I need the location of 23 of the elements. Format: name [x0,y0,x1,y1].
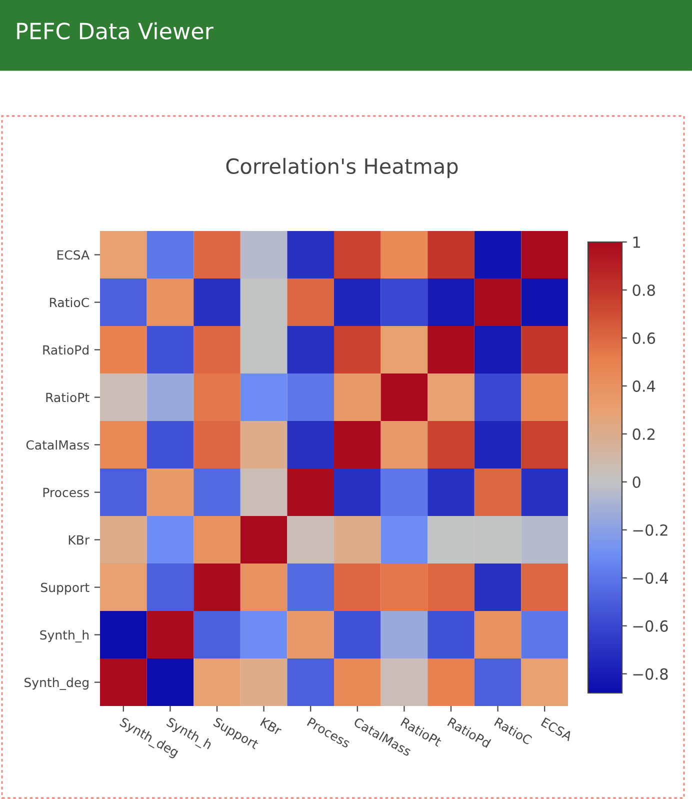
chart-title: Correlation's Heatmap [226,158,458,178]
y-tick-label: Synth_deg [24,678,88,690]
y-tick-label: Support [40,582,90,595]
color-bar-label: 0.8 [632,284,655,296]
y-tick-label: RatioPt [46,392,90,402]
y-tick-label: Synth_h [40,630,89,642]
y-tick-label: CatalMass [26,440,89,450]
color-bar-label: −0.2 [633,524,668,536]
y-tick-label: Process [43,488,89,498]
x-tick-label: KBr [260,717,283,736]
y-tick-label: RatioC [50,298,89,308]
color-bar-label: −0.6 [633,620,668,632]
color-bar-label: 0.2 [632,428,654,440]
y-tick-label: ECSA [57,250,90,260]
text: PEFC Data Viewer [17,22,214,40]
color-bar-label: 0.6 [632,332,656,344]
color-bar-label: 1 [633,236,640,248]
y-tick-label: KBr [68,535,90,544]
y-tick-label: RatioPd [43,345,88,355]
color-bar-label: −0.8 [633,668,668,680]
color-bar-label: −0.4 [633,572,668,584]
color-bar-label: 0.4 [632,380,656,392]
color-bar-label: 0 [632,476,640,488]
